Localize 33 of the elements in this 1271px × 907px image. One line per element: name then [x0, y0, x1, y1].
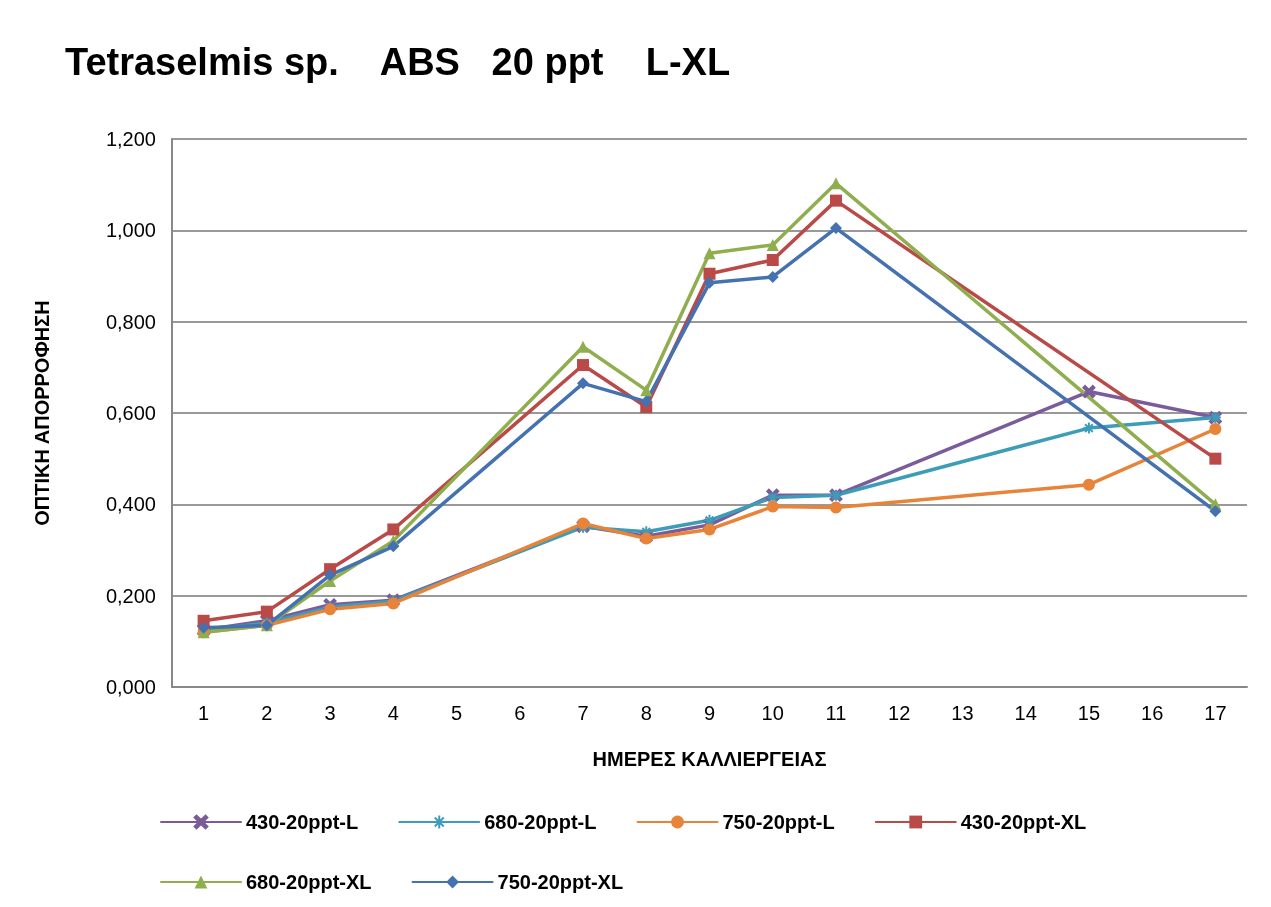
x-axis-title: ΗΜΕΡΕΣ ΚΑΛΛΙΕΡΓΕΙΑΣ [592, 748, 827, 770]
y-tick-label: 0,800 [105, 310, 156, 333]
chart-title: Tetraselmis sp. ABS 20 ppt L-XL [65, 41, 731, 83]
x-tick-label: 12 [888, 702, 911, 724]
x-tick-label: 14 [1014, 702, 1037, 724]
y-tick-label: 0,200 [105, 584, 156, 607]
legend-label: 750-20ppt-XL [497, 871, 624, 893]
y-tick-label: 0,600 [105, 402, 156, 424]
x-tick-label: 5 [451, 702, 463, 724]
x-tick-label: 9 [703, 702, 716, 724]
y-tick-label: 1,200 [105, 128, 156, 150]
y-tick-label: 0,000 [105, 676, 156, 698]
x-tick-label: 4 [387, 702, 399, 724]
legend-label: 680-20ppt-L [484, 811, 597, 833]
x-tick-label: 13 [951, 702, 974, 724]
x-tick-label: 15 [1077, 702, 1101, 724]
x-tick-label: 11 [825, 702, 847, 724]
x-tick-label: 6 [514, 702, 526, 724]
legend-label: 430-20ppt-L [246, 811, 359, 833]
x-tick-label: 16 [1141, 702, 1164, 724]
x-tick-label: 2 [261, 702, 273, 724]
x-tick-label: 8 [640, 702, 652, 724]
x-tick-label: 7 [577, 702, 589, 724]
x-tick-label: 17 [1204, 702, 1227, 724]
legend-label: 680-20ppt-XL [246, 871, 372, 893]
y-tick-label: 1,000 [105, 219, 156, 242]
legend-label: 750-20ppt-L [722, 811, 835, 833]
y-axis-title: ΟΠΤΙΚΗ ΑΠΟΡΡΟΦΗΣΗ [31, 300, 53, 526]
x-tick-label: 1 [198, 702, 210, 724]
x-tick-label: 3 [324, 702, 336, 724]
y-tick-label: 0,400 [105, 493, 156, 516]
legend-label: 430-20ppt-XL [960, 811, 1087, 833]
x-tick-label: 10 [761, 702, 784, 724]
